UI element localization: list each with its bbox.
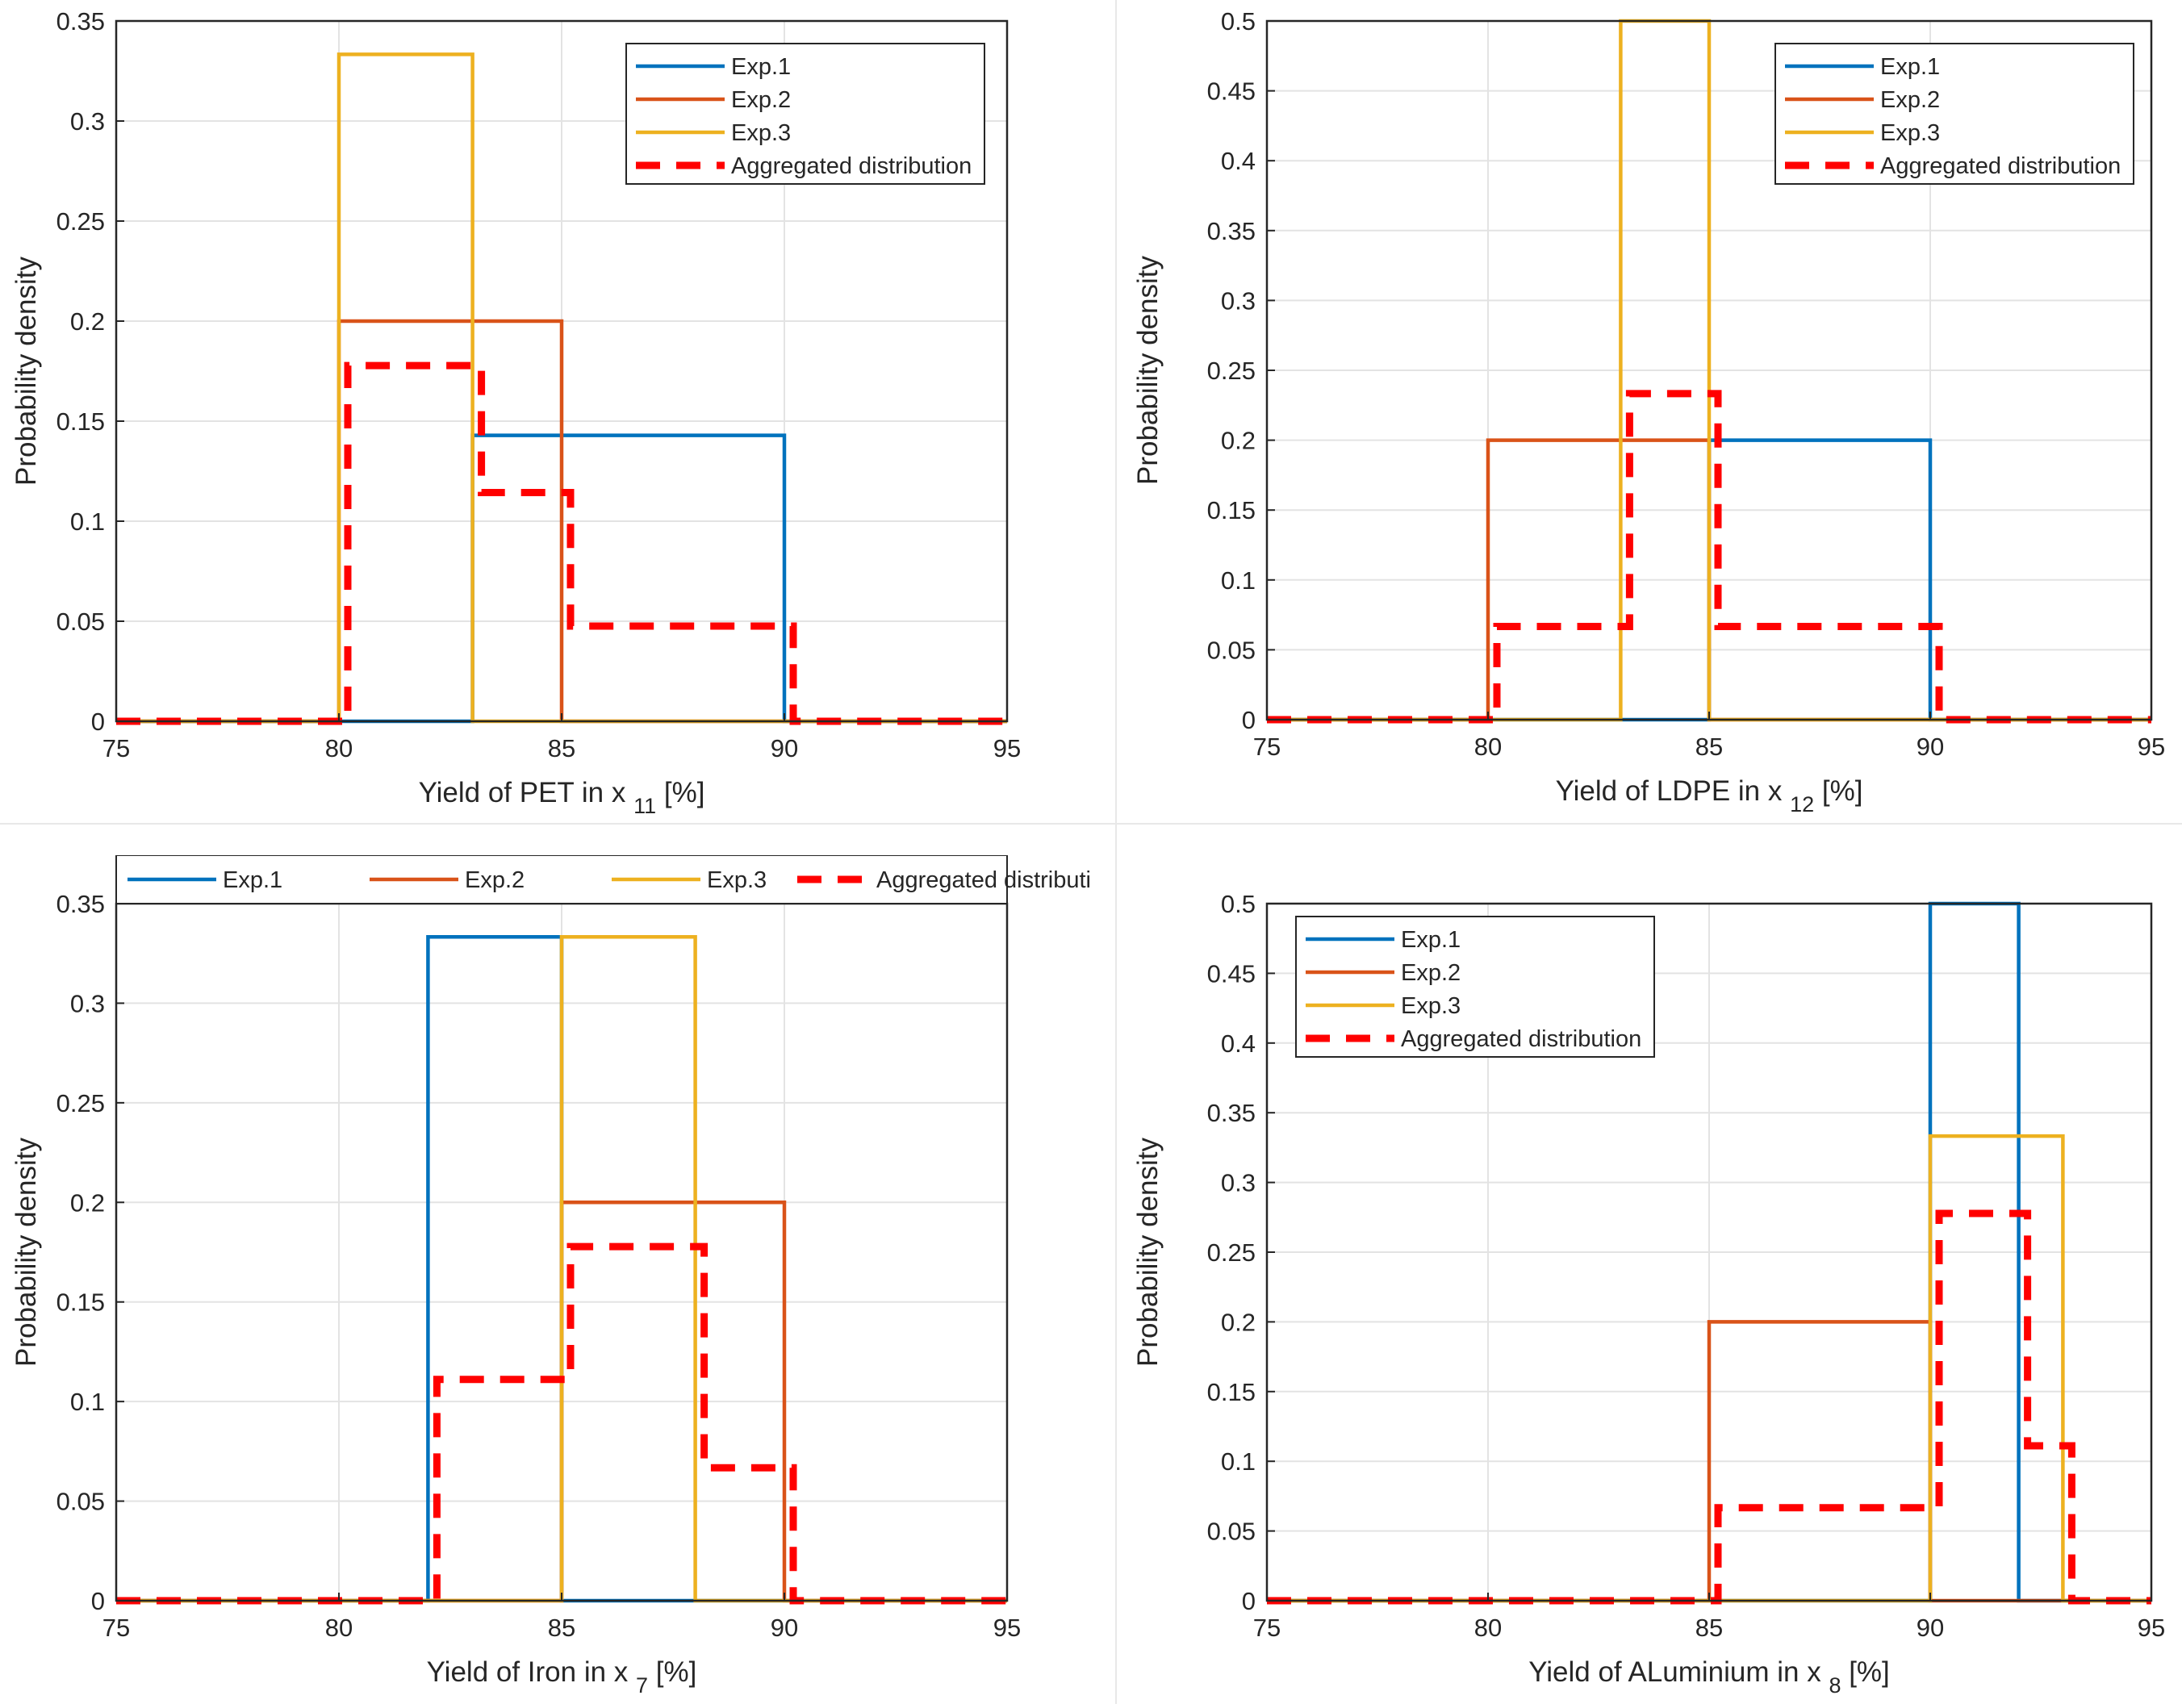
x-tick-label: 85 [548,1614,575,1642]
x-tick-label: 75 [1253,1614,1281,1642]
y-tick-label: 0.35 [56,890,105,918]
legend-label: Exp.1 [1880,54,1940,80]
legend-label: Exp.3 [1880,120,1940,146]
legend-label: Exp.2 [731,87,791,113]
x-tick-label: 80 [325,1614,353,1642]
legend-label: Aggregated distribution [1880,153,2121,179]
y-tick-label: 0.4 [1221,1029,1256,1058]
y-axis-label: Probability density [10,1137,42,1367]
legend-label: Exp.2 [465,867,525,893]
y-tick-label: 0.15 [1207,1378,1256,1406]
legend-label: Exp.3 [731,120,791,146]
x-tick-label: 90 [771,734,798,762]
y-tick-label: 0.2 [70,1188,105,1217]
y-tick-label: 0.05 [1207,636,1256,664]
y-tick-label: 0.15 [1207,496,1256,524]
x-tick-label: 75 [102,734,130,762]
y-tick-label: 0.45 [1207,77,1256,106]
y-tick-label: 0.35 [56,7,105,35]
x-axis-label: Yield of Iron in x 7 [%] [427,1656,697,1698]
panel-divider-vertical [1115,0,1117,1704]
chart-ldpe-yield: 75 80 85 90 95 0 0.05 0.1 0.15 0.2 0.25 0.3 0.35 0.4 0… [1122,0,2182,823]
x-tick-label: 80 [325,734,353,762]
y-tick-label: 0.2 [70,307,105,336]
x-tick-label: 80 [1474,1614,1502,1642]
y-axis-label: Probability density [1132,255,1164,485]
legend-label: Exp.3 [1401,993,1461,1019]
y-tick-label: 0.05 [56,608,105,636]
x-tick-label: 90 [1917,1614,1944,1642]
y-tick-label: 0.25 [56,207,105,236]
x-tick-label: 90 [771,1614,798,1642]
y-tick-label: 0 [1242,706,1256,734]
chart-svg: 75 80 85 90 95 0 0.05 0.1 0.15 0.2 0.25 0.3 0.35 Yiel… [10,854,1117,1698]
y-axis-label: Probability density [10,256,42,486]
legend [1295,916,1655,1058]
x-tick-label: 95 [2138,733,2165,761]
chart-pet-yield: 75 80 85 90 95 0 0.05 0.1 0.15 0.2 0.25 0.3 0.35 Yiel… [0,0,1089,823]
legend-label: Aggregated distribution [876,867,1089,893]
chart-svg: 75 80 85 90 95 0 0.05 0.1 0.15 0.2 0.25 0.3 0.35 Yiel… [10,7,1021,818]
x-axis-label: Yield of ALuminium in x 8 [%] [1528,1656,1890,1698]
y-tick-label: 0.45 [1207,959,1256,988]
legend-label: Exp.2 [1401,960,1461,986]
chart-svg: 75 80 85 90 95 0 0.05 0.1 0.15 0.2 0.25 0.3 0.35 0.4 0… [1132,890,2165,1698]
y-tick-label: 0.35 [1207,1099,1256,1127]
y-tick-label: 0.4 [1221,147,1256,175]
y-tick-label: 0.5 [1221,7,1256,35]
y-tick-label: 0.1 [70,1388,105,1416]
chart-iron-yield: 75 80 85 90 95 0 0.05 0.1 0.15 0.2 0.25 0.3 0.35 Yiel… [0,854,1117,1704]
legend-label: Aggregated distribution [1401,1026,1641,1052]
legend-label: Exp.1 [731,54,791,80]
x-axis-label: Yield of PET in x 11 [%] [419,777,705,818]
y-tick-label: 0.35 [1207,217,1256,245]
y-tick-label: 0.3 [70,989,105,1017]
y-tick-label: 0.3 [1221,1169,1256,1197]
legend-label: Aggregated distribution [731,153,972,179]
y-tick-label: 0 [1242,1587,1256,1615]
y-tick-label: 0.05 [56,1488,105,1516]
x-axis-label: Yield of LDPE in x 12 [%] [1556,775,1863,816]
y-axis-label: Probability density [1132,1137,1164,1367]
x-tick-label: 95 [993,734,1021,762]
panel-divider-horizontal [0,823,2182,825]
chart-aluminium-yield: 75 80 85 90 95 0 0.05 0.1 0.15 0.2 0.25 0.3 0.35 0.4 0… [1122,855,2182,1704]
y-tick-label: 0.15 [56,407,105,436]
legend-label: Exp.1 [223,867,282,893]
legend-label: Exp.2 [1880,87,1940,113]
x-tick-label: 85 [1695,733,1723,761]
y-tick-label: 0.5 [1221,890,1256,918]
series-line-aggregated-distribution [1267,1209,2151,1605]
x-tick-label: 85 [1695,1614,1723,1642]
series-line-aggregated-distribution [1267,390,2151,724]
y-tick-label: 0.25 [56,1089,105,1117]
y-tick-label: 0.05 [1207,1518,1256,1546]
y-tick-label: 0.1 [1221,566,1256,595]
legend-label: Exp.3 [707,867,767,893]
x-tick-label: 95 [2138,1614,2165,1642]
y-tick-label: 0.3 [1221,286,1256,315]
y-tick-label: 0 [91,708,105,736]
y-tick-label: 0.25 [1207,1238,1256,1267]
y-tick-label: 0.2 [1221,1308,1256,1336]
x-tick-label: 80 [1474,733,1502,761]
x-tick-label: 75 [1253,733,1281,761]
y-tick-label: 0.25 [1207,357,1256,385]
x-tick-label: 75 [102,1614,130,1642]
y-tick-label: 0.3 [70,107,105,136]
series-line-aggregated-distribution [116,361,1007,725]
x-tick-label: 85 [548,734,575,762]
y-tick-label: 0.15 [56,1288,105,1317]
y-tick-label: 0.2 [1221,427,1256,455]
y-tick-label: 0.1 [1221,1447,1256,1476]
legend-label: Exp.1 [1401,927,1461,953]
x-tick-label: 95 [993,1614,1021,1642]
x-tick-label: 90 [1917,733,1944,761]
y-tick-label: 0 [91,1587,105,1615]
y-tick-label: 0.1 [70,507,105,536]
chart-svg: 75 80 85 90 95 0 0.05 0.1 0.15 0.2 0.25 0.3 0.35 0.4 0… [1132,7,2165,816]
